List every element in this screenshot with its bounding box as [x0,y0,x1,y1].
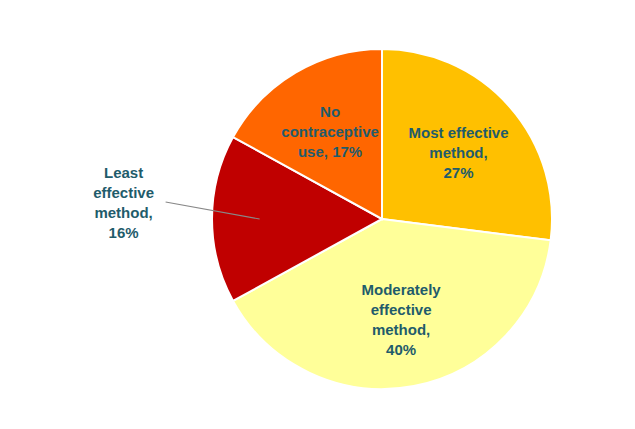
svg-text:Nocontraceptiveuse, 17%: Nocontraceptiveuse, 17% [281,103,379,160]
svg-text:Leasteffectivemethod,16%: Leasteffectivemethod,16% [93,164,154,241]
svg-text:Moderatelyeffectivemethod,40%: Moderatelyeffectivemethod,40% [362,281,442,358]
svg-text:Most effectivemethod,27%: Most effectivemethod,27% [408,123,508,180]
